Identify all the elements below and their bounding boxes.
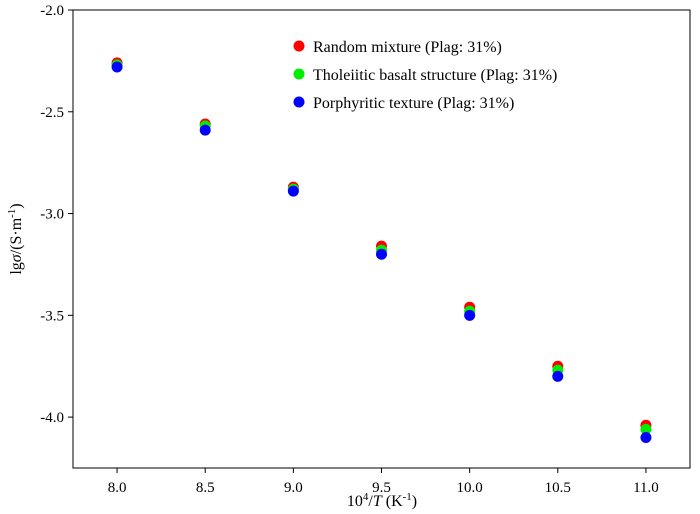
y-tick-label: -3.5 <box>40 308 64 324</box>
data-point-series-2 <box>640 431 652 443</box>
legend-label-porphyritic: Porphyritic texture (Plag: 31%) <box>313 95 514 112</box>
y-tick-label: -3.0 <box>40 207 64 223</box>
data-point-series-2 <box>287 185 299 197</box>
x-tick-label: 8.5 <box>196 480 215 496</box>
x-tick-label: 8.0 <box>108 480 127 496</box>
y-tick-label: -2.5 <box>40 105 64 121</box>
data-point-series-1 <box>640 423 652 435</box>
data-point-series-2 <box>199 124 211 136</box>
legend: Random mixture (Plag: 31%) Tholeiitic ba… <box>293 39 557 112</box>
legend-marker-random-mixture <box>293 40 305 52</box>
legend-label-tholeiitic-basalt: Tholeiitic basalt structure (Plag: 31%) <box>313 67 557 84</box>
data-points <box>111 57 652 443</box>
data-point-series-2 <box>376 248 387 260</box>
x-tick-label: 10.0 <box>457 480 483 496</box>
x-axis-title: 104/T (K-1) <box>347 491 417 510</box>
x-tick-label: 9.5 <box>372 480 391 496</box>
x-tick-label: 10.5 <box>545 480 571 496</box>
x-tick-label: 11.0 <box>633 480 659 496</box>
y-axis-title: lgσ/(S·m-1) <box>6 203 25 274</box>
legend-label-random-mixture: Random mixture (Plag: 31%) <box>313 39 502 56</box>
x-tick-label: 9.0 <box>284 480 303 496</box>
legend-marker-tholeiitic-basalt <box>293 68 305 80</box>
data-point-series-2 <box>552 370 564 382</box>
data-point-series-2 <box>464 309 476 321</box>
y-tick-label: -2.0 <box>40 3 64 19</box>
x-axis-ticks: 8.0 8.5 9.0 9.5 10.0 10.5 11.0 <box>108 468 659 496</box>
y-tick-label: -4.0 <box>40 410 64 426</box>
data-point-series-2 <box>111 61 123 73</box>
legend-marker-porphyritic <box>293 96 305 108</box>
y-axis-ticks: -2.0 -2.5 -3.0 -3.5 -4.0 <box>40 3 73 426</box>
